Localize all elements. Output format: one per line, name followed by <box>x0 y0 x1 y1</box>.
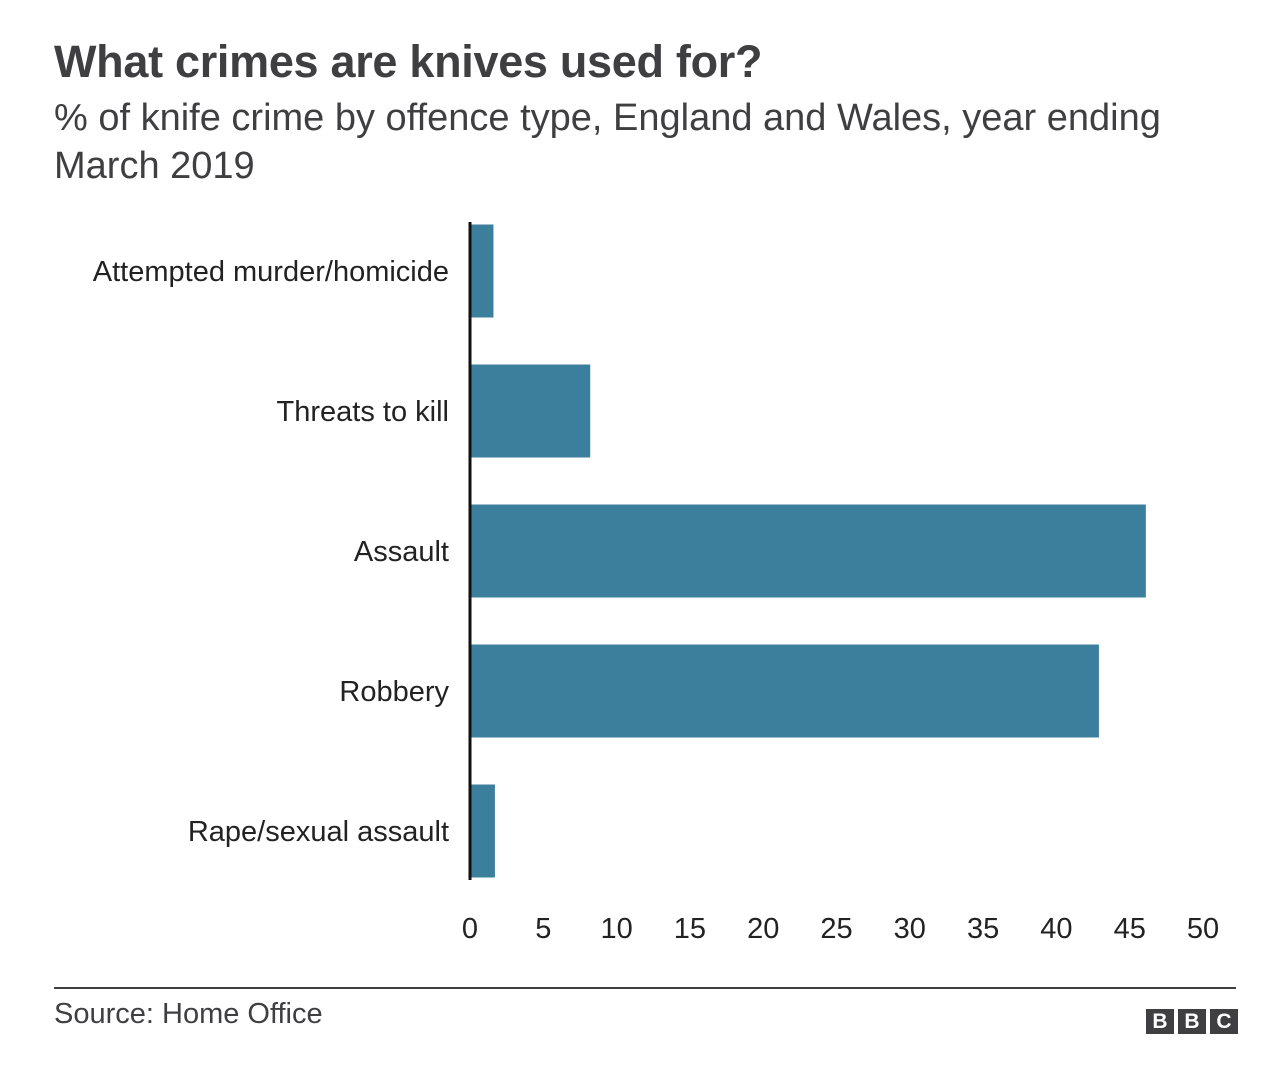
x-tick-label: 10 <box>600 913 632 945</box>
category-label: Robbery <box>339 676 449 708</box>
footer-divider <box>54 987 1236 989</box>
category-label: Rape/sexual assault <box>188 816 449 848</box>
category-label: Attempted murder/homicide <box>93 256 449 288</box>
bar <box>470 224 494 318</box>
bar <box>470 364 591 458</box>
bar <box>470 644 1099 738</box>
chart-subtitle: % of knife crime by offence type, Englan… <box>54 97 1161 187</box>
x-tick-label: 5 <box>535 913 551 945</box>
chart-title: What crimes are knives used for? <box>54 36 763 87</box>
bbc-logo: B B C <box>1146 1009 1238 1034</box>
source-note: Source: Home Office <box>54 998 323 1030</box>
logo-letter-b2: B <box>1178 1009 1206 1034</box>
x-tick-label: 25 <box>820 913 852 945</box>
x-tick-label: 15 <box>674 913 706 945</box>
bar <box>470 504 1146 598</box>
x-tick-label: 20 <box>747 913 779 945</box>
x-tick-label: 35 <box>967 913 999 945</box>
bar <box>470 784 495 878</box>
x-tick-label: 30 <box>894 913 926 945</box>
category-label: Threats to kill <box>277 396 449 428</box>
x-tick-label: 45 <box>1114 913 1146 945</box>
logo-letter-c: C <box>1210 1009 1238 1034</box>
x-tick-label: 40 <box>1040 913 1072 945</box>
x-tick-label: 0 <box>462 913 478 945</box>
logo-letter-b1: B <box>1146 1009 1174 1034</box>
category-label: Assault <box>354 536 449 568</box>
x-tick-label: 50 <box>1187 913 1219 945</box>
